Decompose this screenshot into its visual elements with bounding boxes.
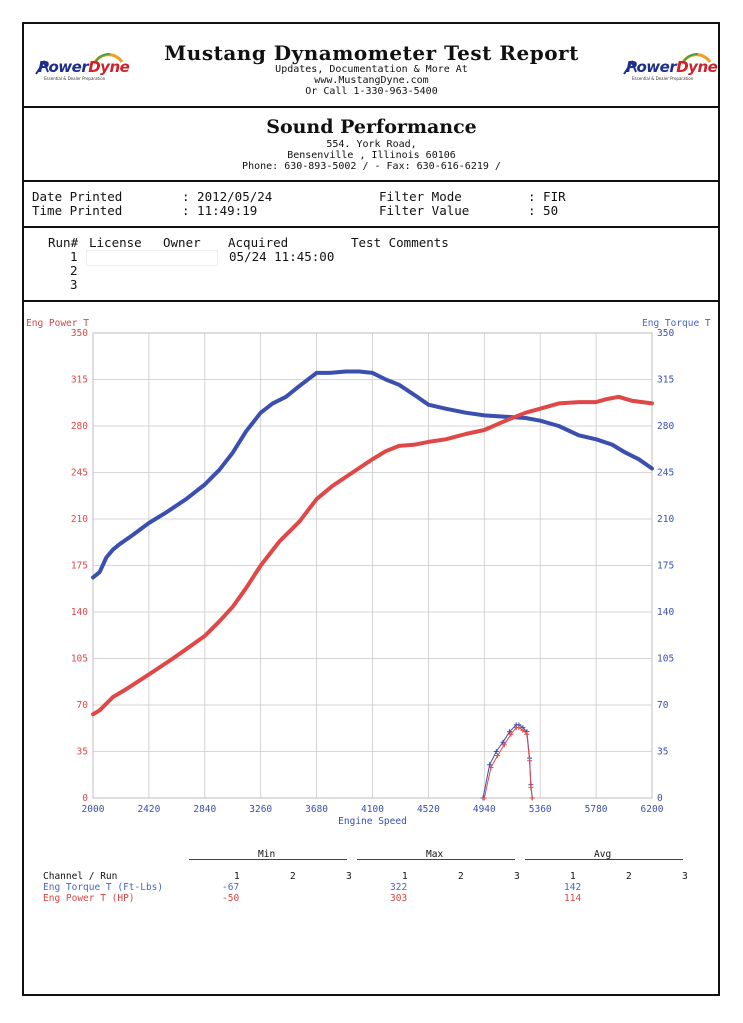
min-header: Min: [258, 849, 276, 860]
shop-phone: Phone: 630-893-5002 / - Fax: 630-616-621…: [242, 161, 501, 172]
run-col: 2: [458, 871, 464, 882]
run-col: 3: [346, 871, 352, 882]
header-line-2: www.MustangDyne.com: [314, 75, 429, 86]
avg-header: Avg: [594, 849, 612, 860]
date-printed-label: Date Printed: [32, 189, 123, 204]
runs-header-run: Run#: [48, 235, 79, 250]
shop-address-2: Bensenville , Illinois 60106: [287, 150, 456, 161]
left-axis-title: Eng Power T: [26, 318, 89, 329]
torque-avg: 142: [564, 882, 582, 893]
runs-header-owner: Owner: [163, 235, 201, 250]
run-col: 1: [402, 871, 408, 882]
license-redaction: [86, 250, 218, 266]
powerdyne-logo-left: PowerDyne Essential & Dealer Preparation: [34, 50, 130, 86]
power-avg: 114: [564, 893, 582, 904]
date-printed-value: : 2012/05/24: [182, 189, 273, 204]
runs-header-license: License: [89, 235, 142, 250]
time-printed-label: Time Printed: [32, 203, 123, 218]
max-header: Max: [426, 849, 444, 860]
filter-value-value: : 50: [528, 203, 559, 218]
torque-min: -67: [222, 882, 240, 893]
shop-address-1: 554. York Road,: [326, 139, 417, 150]
report-title: Mustang Dynamometer Test Report: [164, 41, 579, 65]
power-min: -50: [222, 893, 240, 904]
run-col: 2: [626, 871, 632, 882]
filter-mode-value: : FIR: [528, 189, 566, 204]
header-line-3: Or Call 1-330-963-5400: [305, 86, 438, 97]
divider: [24, 106, 718, 108]
torque-channel-label: Eng Torque T (Ft-Lbs): [43, 882, 164, 893]
divider: [24, 300, 718, 302]
shop-name: Sound Performance: [266, 116, 477, 138]
run-number: 3: [70, 277, 78, 292]
run-number: 2: [70, 263, 78, 278]
min-rule: [189, 859, 347, 860]
powerdyne-logo-right: PowerDyne Essential & Dealer Preparation: [622, 50, 718, 86]
avg-rule: [525, 859, 683, 860]
run-col: 1: [234, 871, 240, 882]
runs-header-acquired: Acquired: [228, 235, 289, 250]
run-col: 1: [570, 871, 576, 882]
run-col: 3: [514, 871, 520, 882]
run-col: 2: [290, 871, 296, 882]
filter-mode-label: Filter Mode: [379, 189, 462, 204]
runs-header-comments: Test Comments: [351, 235, 449, 250]
run-number: 1: [70, 249, 78, 264]
channel-run-label: Channel / Run: [43, 871, 118, 882]
header-line-1: Updates, Documentation & More At: [275, 64, 468, 75]
max-rule: [357, 859, 515, 860]
filter-value-label: Filter Value: [379, 203, 470, 218]
divider: [24, 180, 718, 182]
power-max: 303: [390, 893, 408, 904]
time-printed-value: : 11:49:19: [182, 203, 258, 218]
report-frame: [22, 22, 720, 996]
power-channel-label: Eng Power T (HP): [43, 893, 135, 904]
torque-max: 322: [390, 882, 408, 893]
run-col: 3: [682, 871, 688, 882]
right-axis-title: Eng Torque T: [642, 318, 711, 329]
divider: [24, 226, 718, 228]
run-1-acquired: 05/24 11:45:00: [229, 249, 335, 264]
